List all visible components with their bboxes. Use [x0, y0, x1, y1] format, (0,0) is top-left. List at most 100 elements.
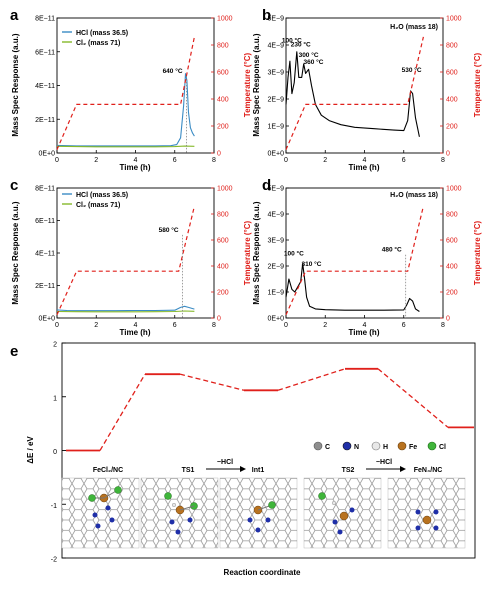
ylabel-e: ΔE / eV [26, 436, 35, 464]
energy-connector-1 [99, 373, 146, 451]
y-tick-label-c: 6E−11 [35, 218, 55, 225]
ylabel-c: Mass Spec Response (a.u.) [11, 201, 20, 304]
y2-tick-label-d: 800 [446, 212, 458, 219]
y2-tick-label-b: 1000 [446, 16, 462, 23]
atom-legend-fe: Fe [409, 444, 417, 451]
y2-tick-label-a: 600 [217, 70, 229, 77]
y-tick-label-e: 2 [53, 342, 57, 349]
y2-tick-label-b: 800 [446, 43, 458, 50]
annotation-a-0: 640 °C [163, 67, 183, 75]
plot-frame-d [285, 187, 444, 319]
annotation-b-3: 360 °C [303, 58, 323, 66]
y-tick-label-a: 0E+0 [38, 151, 55, 158]
annotation-b-0: 100 °C [282, 36, 302, 44]
legend-hcl-c: HCl (mass 36.5) [76, 192, 128, 199]
y2-tick-label-b: 600 [446, 70, 458, 77]
structure-int1 [219, 477, 298, 549]
y2-tick-label-d: 0 [446, 316, 450, 323]
panel-e: e ΔE / eV Reaction coordinate C N H Fe C… [10, 342, 476, 577]
xlabel-e: Reaction coordinate [224, 568, 301, 577]
y-tick-label-d: 1E−9 [267, 290, 284, 297]
y2-tick-label-c: 400 [217, 264, 229, 271]
y2label-c: Temperature (°C) [243, 220, 252, 285]
x-tick-label-d: 6 [402, 322, 406, 329]
annotation-d-2: 480 °C [382, 246, 402, 254]
atom-legend-h-dot [371, 441, 381, 451]
atom-legend-fe-dot [397, 441, 407, 451]
y-tick-label-b: 2E−9 [267, 97, 284, 104]
structure-ts1 [140, 477, 219, 549]
atom-legend-c: C [325, 444, 330, 451]
x-tick-label-a: 6 [173, 157, 177, 164]
y-tick-label-c: 0E+0 [38, 316, 55, 323]
series-line-b-1 [285, 36, 424, 150]
step-arrow-1-head [240, 466, 246, 472]
atom-legend-c-dot [313, 441, 323, 451]
plot-frame-b [285, 17, 444, 154]
y2-tick-label-d: 200 [446, 290, 458, 297]
plot-frame-a [56, 17, 215, 154]
y2-tick-label-b: 400 [446, 97, 458, 104]
y-tick-label-d: 5E−9 [267, 186, 284, 193]
x-tick-label-a: 0 [55, 157, 59, 164]
series-line-a-2 [56, 36, 195, 150]
xlabel-c: Time (h) [120, 328, 151, 337]
panel-letter-c: c [10, 177, 18, 194]
state-label-ts2: TS2 [342, 467, 355, 474]
x-tick-label-c: 2 [94, 322, 98, 329]
atom-legend-h: H [383, 444, 388, 451]
x-tick-label-a: 8 [212, 157, 216, 164]
y2-tick-label-c: 1000 [217, 186, 233, 193]
y-tick-label-b: 1E−9 [267, 124, 284, 131]
state-label-int1: Int1 [252, 467, 265, 474]
y-tick-label-e: 0 [53, 449, 57, 456]
atom-legend-n-dot [342, 441, 352, 451]
series-line-a-1 [56, 145, 195, 148]
series-line-c-1 [56, 310, 195, 313]
y-tick-label-a: 6E−11 [35, 49, 55, 56]
y2-tick-label-c: 800 [217, 212, 229, 219]
y2-tick-label-c: 600 [217, 238, 229, 245]
chart-marks: 0 2 4 6 80E+02E−114E−116E−118E−1102004006008… [35, 16, 474, 564]
atom-legend: C N H Fe Cl [313, 441, 446, 451]
y-tick-label-c: 2E−11 [35, 283, 55, 290]
legend-cl2-c: Cl₂ (mass 71) [76, 202, 120, 209]
atom-legend-n: N [354, 444, 359, 451]
series-line-c-2 [56, 206, 195, 316]
y-tick-label-a: 2E−11 [35, 117, 55, 124]
annotation-b-2: 300 °C [299, 51, 319, 59]
series-line-d-0 [285, 262, 420, 312]
panel-letter-a: a [10, 7, 19, 24]
state-label-fecl2-nc: FeCl₂/NC [93, 467, 123, 474]
atom-legend-cl: Cl [439, 444, 446, 451]
y-tick-label-a: 4E−11 [35, 83, 55, 90]
y-tick-label-b: 3E−9 [267, 70, 284, 77]
legend-cl2-a: Cl₂ (mass 71) [76, 40, 120, 47]
energy-connector-4 [377, 368, 449, 428]
structure-fecl2-nc [61, 477, 140, 549]
x-tick-label-b: 2 [323, 157, 327, 164]
annotation-b-1: 230 °C [291, 40, 311, 48]
x-tick-label-c: 8 [212, 322, 216, 329]
step-arrow-2-head [400, 466, 406, 472]
panel-letter-e: e [10, 343, 18, 360]
x-tick-label-c: 4 [134, 322, 138, 329]
x-tick-label-a: 2 [94, 157, 98, 164]
series-line-c-0 [56, 305, 195, 312]
legend-h2o-b: H₂O (mass 18) [390, 24, 438, 31]
y2-tick-label-d: 600 [446, 238, 458, 245]
y-tick-label-d: 2E−9 [267, 264, 284, 271]
y2-tick-label-a: 1000 [217, 16, 233, 23]
x-tick-label-d: 2 [323, 322, 327, 329]
y-tick-label-d: 3E−9 [267, 238, 284, 245]
y-tick-label-e: 1 [53, 395, 57, 402]
x-tick-label-d: 4 [363, 322, 367, 329]
y2label-b: Temperature (°C) [473, 52, 482, 117]
x-tick-label-d: 8 [441, 322, 445, 329]
x-tick-label-c: 6 [173, 322, 177, 329]
series-line-d-1 [285, 206, 424, 316]
y-tick-label-b: 0E+0 [267, 151, 284, 158]
annotation-d-0: 100 °C [284, 250, 304, 258]
state-label-ts1: TS1 [182, 467, 195, 474]
